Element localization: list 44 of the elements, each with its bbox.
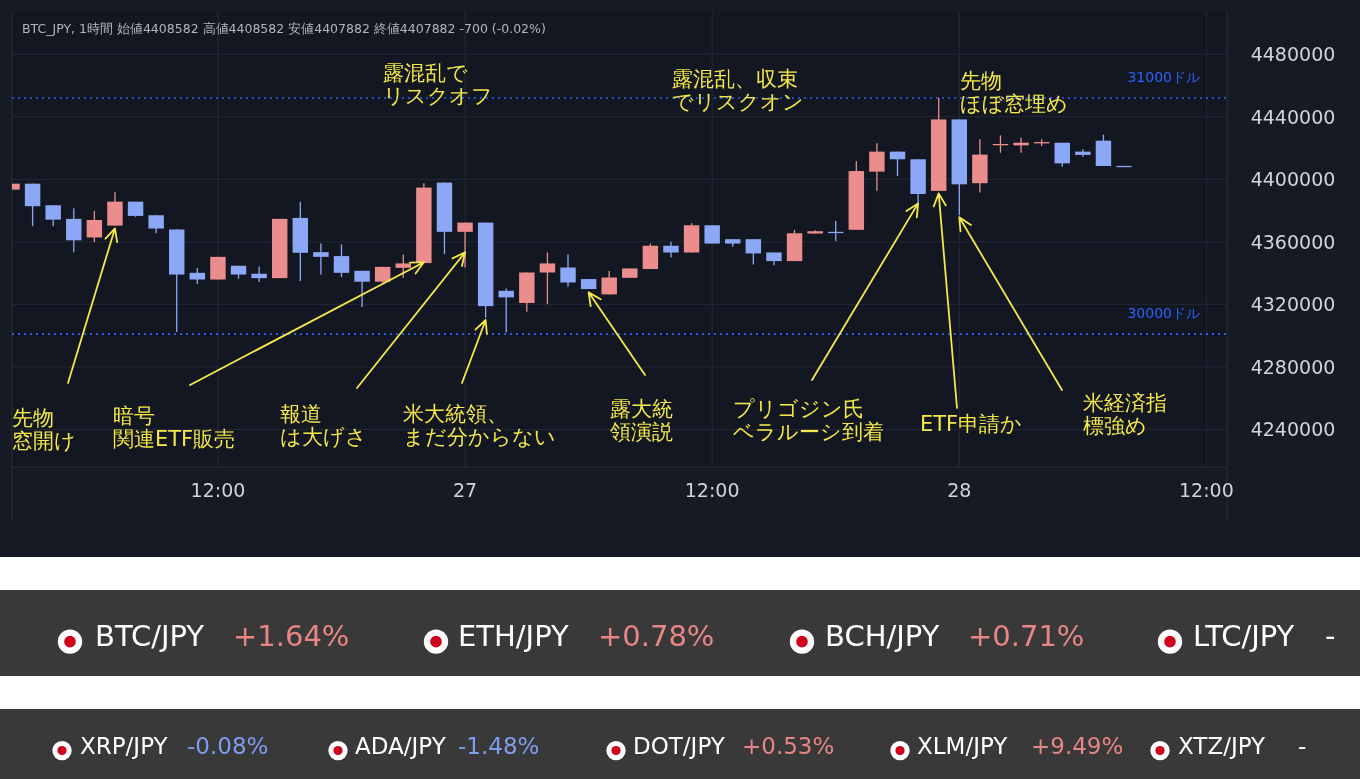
data-label: +0.71% [968,619,1085,653]
data-label: +0.78% [598,619,715,653]
x-tick-label: 28 [947,479,972,501]
x-tick-label: 12:00 [1179,479,1234,501]
annotation: 報道は大げさ [280,402,367,449]
y-tick-label: 4360000 [1250,230,1336,253]
category-label: ADA/JPY [355,733,447,759]
category-label: DOT/JPY [633,733,726,759]
data-label: -0.08% [187,733,269,759]
ref-line-label: 31000ドル [1127,69,1200,85]
category-label: LTC/JPY [1193,619,1295,653]
category-label: XTZ/JPY [1178,733,1267,759]
y-tick-label: 4240000 [1250,418,1336,441]
annotation: 露大統領演説 [610,397,673,444]
data-label: +0.53% [742,733,835,759]
annotation: 米経済指標強め [1083,391,1167,438]
annotation: ETF申請か [920,412,1023,436]
data-label: - [1325,619,1336,653]
y-tick-label: 4480000 [1250,43,1336,66]
data-label: - [1298,733,1307,759]
annotation: 暗号関連ETF販売 [113,404,236,451]
data-label: -1.48% [458,733,540,759]
text: BTC_JPY, 1時間 始値4408582 高値4408582 安値4407882 終値4407882 -700 (-0.02%) [22,21,546,36]
y-tick-label: 4320000 [1250,293,1336,316]
category-label: BCH/JPY [825,619,940,653]
x-tick-label: 12:00 [684,479,740,501]
annotation: 先物窓開け [12,406,76,453]
data-label: +9.49% [1031,733,1124,759]
x-tick-label: 12:00 [190,479,246,501]
category-label: XLM/JPY [917,733,1009,759]
category-label: BTC/JPY [95,619,205,653]
y-tick-label: 4280000 [1250,355,1336,378]
category-label: ETH/JPY [458,619,570,653]
data-label: +1.64% [233,619,350,653]
annotation: プリゴジン氏ベラルーシ到着 [733,397,884,444]
y-tick-label: 4400000 [1250,168,1336,191]
ref-line-label: 30000ドル [1127,305,1200,322]
y-tick-label: 4440000 [1250,105,1336,128]
annotation: 米大統領、まだ分からない [403,402,556,449]
annotation: 露混乱でリスクオフ [383,61,493,108]
x-tick-label: 27 [452,479,478,501]
category-label: XRP/JPY [80,733,169,759]
annotation: 先物ほぼ窓埋め [960,69,1068,116]
annotation: 露混乱、収束でリスクオン [672,67,804,114]
